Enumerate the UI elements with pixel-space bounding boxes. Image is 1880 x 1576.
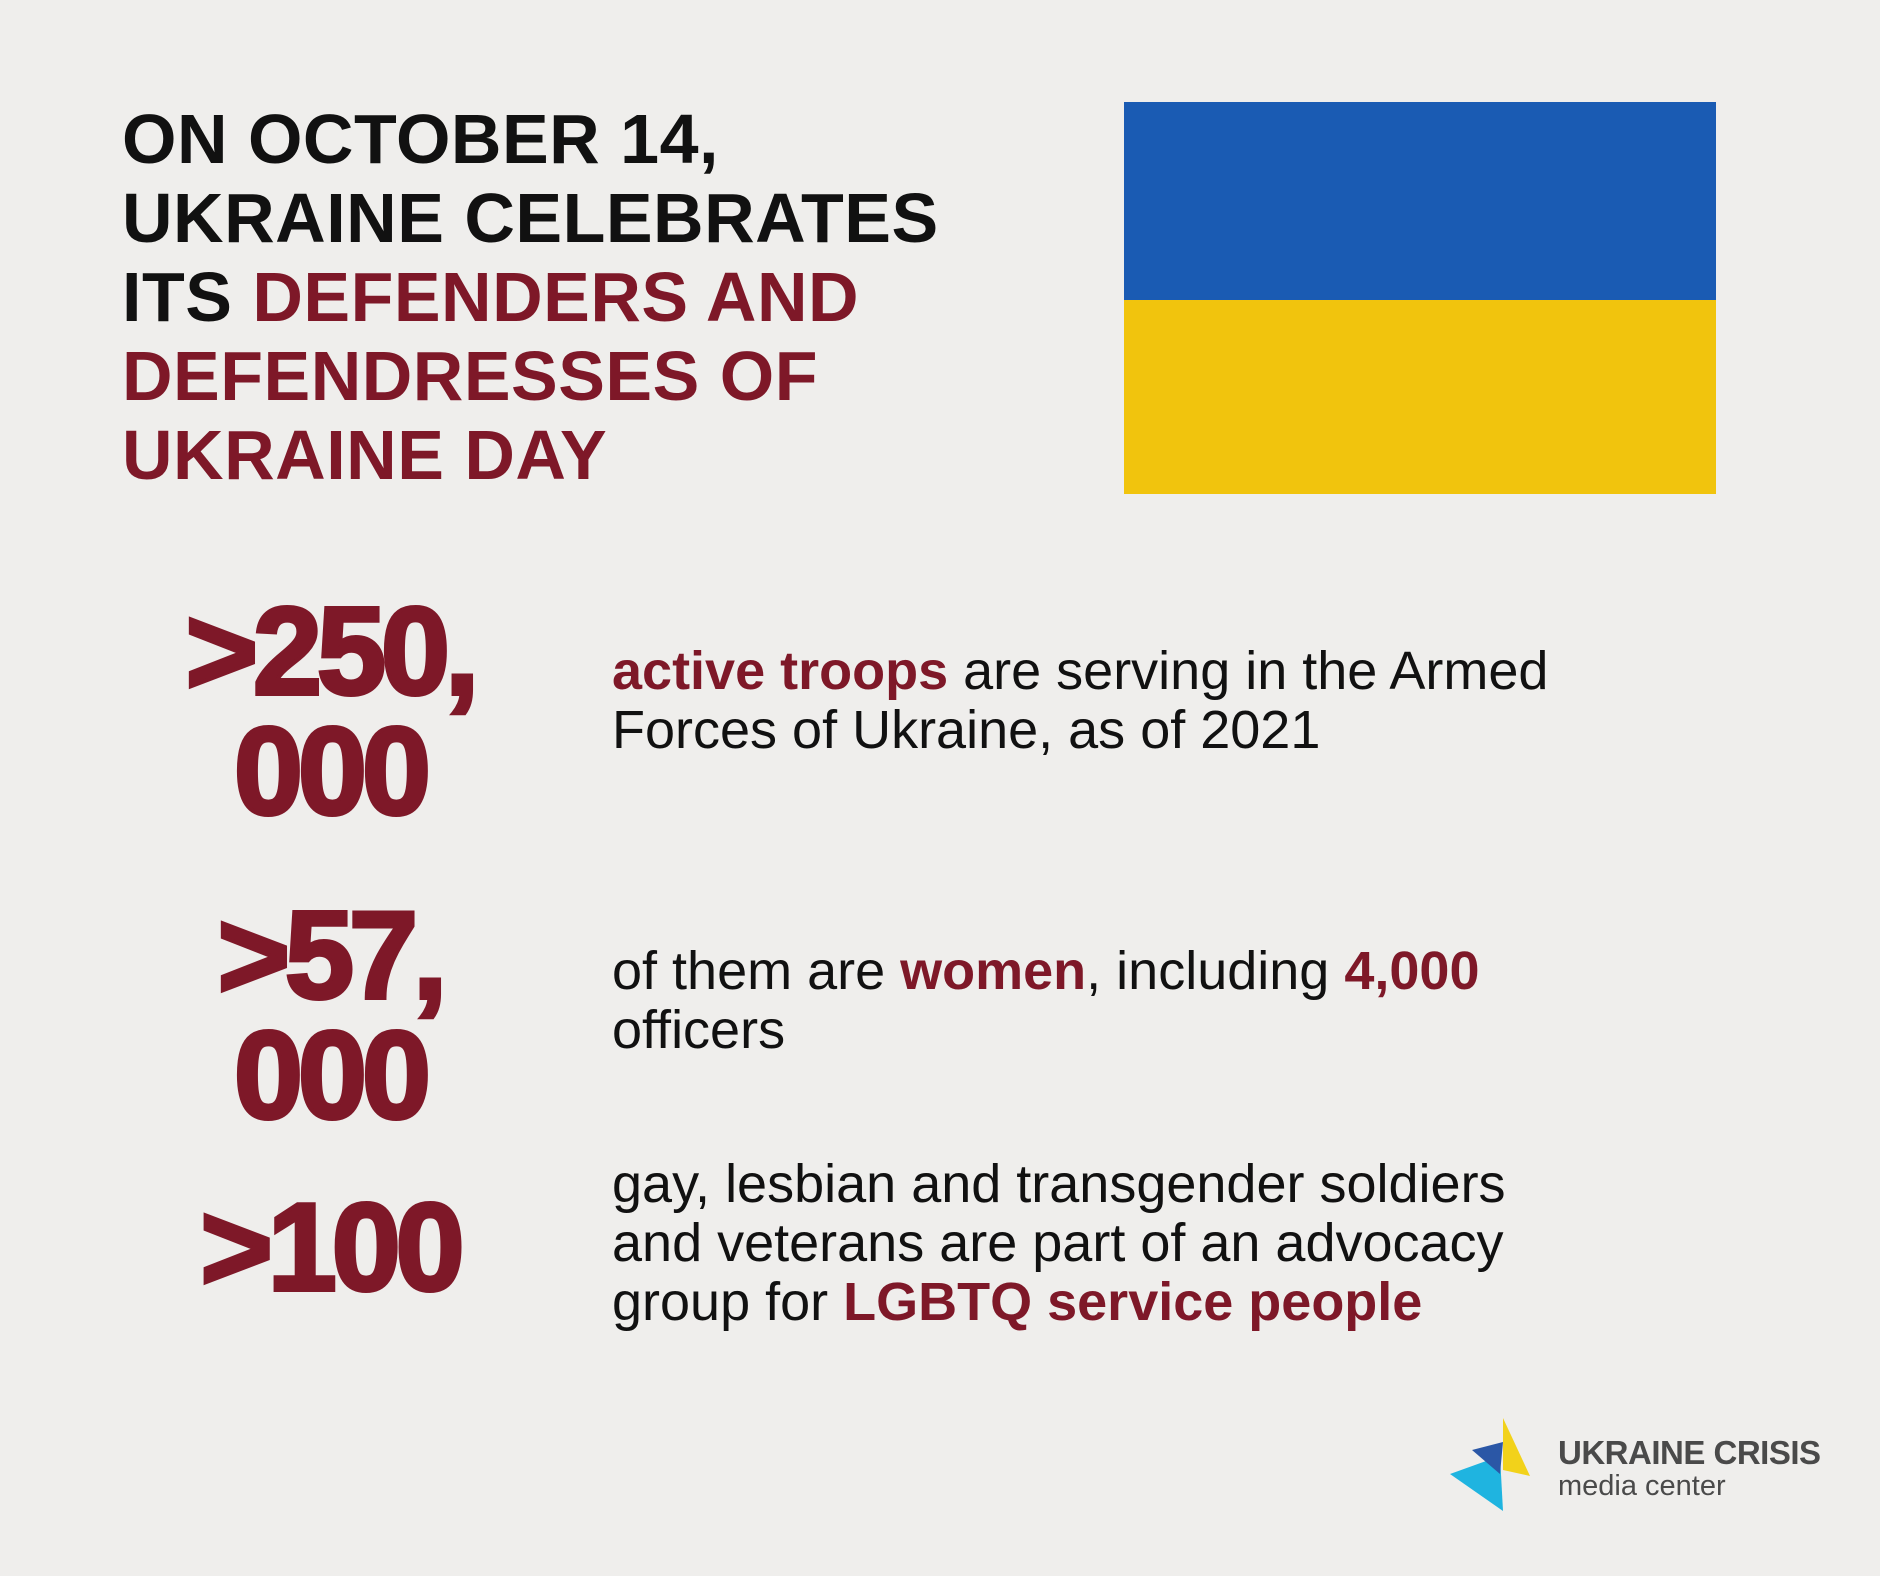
text-line: ON OCTOBER 14, [122,100,939,179]
logo-navy [1472,1442,1503,1474]
stat-number-line: >57, [216,887,450,1025]
stat-number-line: 000 [232,703,433,841]
text-segment: DEFENDRESSES OF [122,337,818,415]
logo-name: UKRAINE CRISIS [1558,1434,1821,1471]
text-line: Forces of Ukraine, as of 2021 [612,701,1548,760]
flag-blue [1124,102,1716,300]
stat-number: >100 [130,1179,530,1317]
text-line: and veterans are part of an advocacy [612,1214,1506,1273]
text-segment: ON OCTOBER 14, [122,100,719,178]
text-line: active troops are serving in the Armed [612,642,1548,701]
stat-number: >57, 000 [130,887,530,1145]
text-segment: group for [612,1272,844,1332]
logo-yellow [1503,1418,1530,1476]
text-line: UKRAINE DAY [122,416,939,495]
stat-number-line: 000 [232,1007,433,1145]
text-line: UKRAINE CELEBRATES [122,179,939,258]
stat-number: >250, 000 [130,583,530,841]
text-line: of them are women, including 4,000 [612,942,1479,1001]
text-line: officers [612,1001,1479,1060]
text-line: ITS DEFENDERS AND [122,258,939,337]
stat-text: active troops are serving in the Armed Fo… [612,642,1548,760]
text-segment: UKRAINE DAY [122,416,608,494]
text-segment: officers [612,1000,786,1060]
text-segment: Forces of Ukraine, as of 2021 [612,700,1321,760]
flag-yellow [1124,300,1716,494]
text-segment: LGBTQ service people [843,1272,1423,1332]
logo-subtitle: media center [1558,1470,1726,1502]
text-segment: active troops [612,641,949,701]
stat-text: of them are women, including 4,000 office… [612,942,1479,1060]
stat-text: gay, lesbian and transgender soldiers and… [612,1155,1506,1332]
ukraine-flag [1124,102,1716,494]
text-segment: women [900,941,1087,1001]
text-segment: UKRAINE CELEBRATES [122,179,939,257]
text-line: group for LGBTQ service people [612,1273,1506,1332]
title: ON OCTOBER 14, UKRAINE CELEBRATES ITS DEFE… [122,100,939,495]
text-segment: are serving in the Armed [948,641,1549,701]
text-segment: ITS [122,258,253,336]
stat-number-line: >250, [184,583,482,721]
text-segment: 4,000 [1344,941,1480,1001]
text-line: gay, lesbian and transgender soldiers [612,1155,1506,1214]
logo-text: UKRAINE CRISIS media center [1558,1434,1821,1502]
stat-number-line: >100 [198,1179,466,1317]
text-segment: of them are [612,941,901,1001]
text-segment: gay, lesbian and transgender soldiers [612,1154,1506,1214]
text-line: DEFENDRESSES OF [122,337,939,416]
text-segment: , including [1086,941,1345,1001]
text-segment: and veterans are part of an advocacy [612,1213,1504,1273]
text-segment: DEFENDERS AND [252,258,860,336]
logo-blue [1450,1456,1503,1511]
logo-mark [1450,1418,1530,1511]
